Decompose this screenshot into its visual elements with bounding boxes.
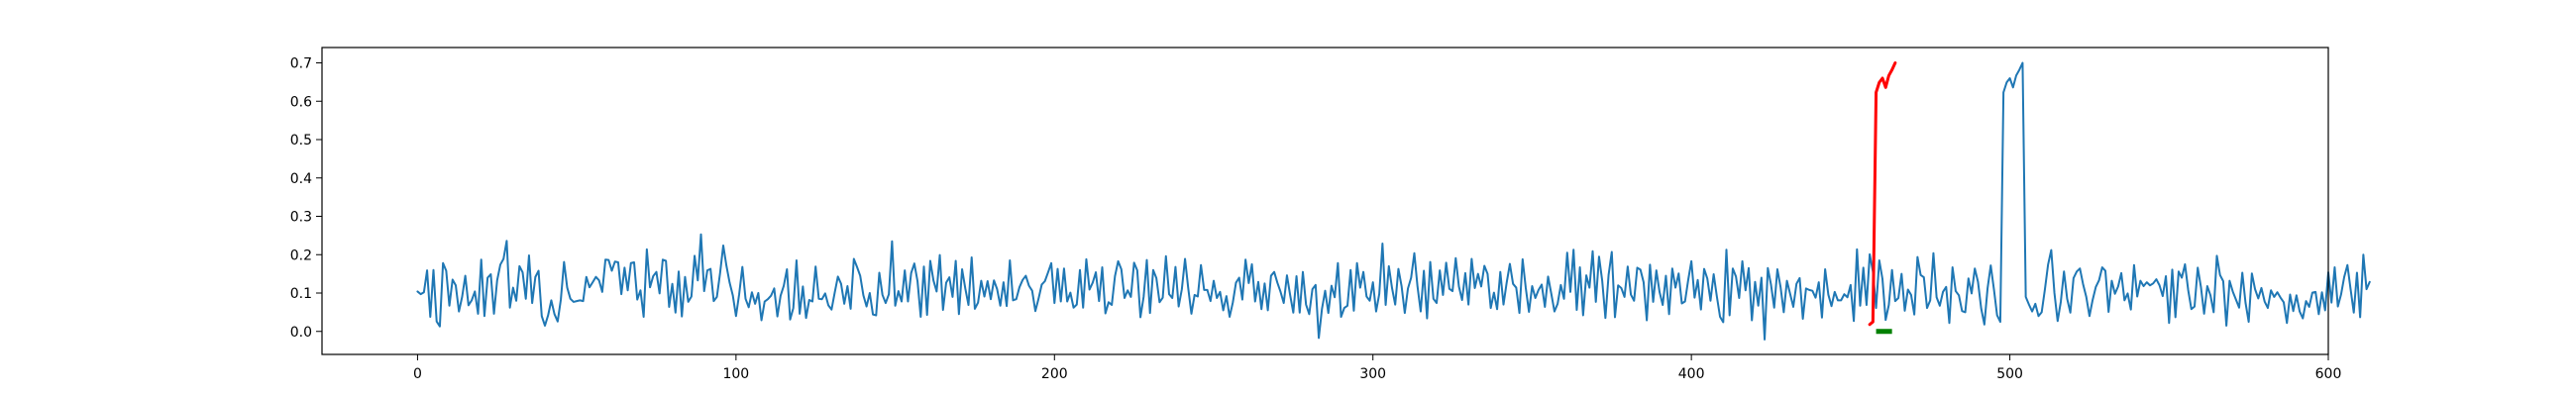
y-tick-label: 0.3 bbox=[290, 210, 312, 226]
x-tick-label: 500 bbox=[1996, 366, 2023, 382]
plot-frame bbox=[321, 47, 2329, 355]
series-line-highlight bbox=[1868, 61, 1897, 327]
series-layer bbox=[416, 61, 2371, 341]
x-tick-label: 100 bbox=[722, 366, 749, 382]
y-tick-label: 0.0 bbox=[290, 325, 312, 341]
y-tick-label: 0.7 bbox=[290, 56, 312, 72]
x-tick-label: 0 bbox=[413, 366, 422, 382]
x-tick-label: 600 bbox=[2315, 366, 2342, 382]
ticks-layer: 0 100 200 300 400 500 600 0.0 0.1 0.2 0.3 0.4 0.5 0.6… bbox=[290, 56, 2342, 383]
x-tick-label: 300 bbox=[1359, 366, 1386, 382]
y-tick-label: 0.1 bbox=[290, 286, 312, 302]
x-tick-label: 400 bbox=[1678, 366, 1705, 382]
x-tick-label: 200 bbox=[1041, 366, 1068, 382]
series-line-main bbox=[416, 61, 2371, 341]
y-tick-label: 0.6 bbox=[290, 94, 312, 110]
y-tick-label: 0.5 bbox=[290, 133, 312, 148]
y-tick-label: 0.2 bbox=[290, 248, 312, 263]
y-tick-label: 0.4 bbox=[290, 171, 312, 187]
